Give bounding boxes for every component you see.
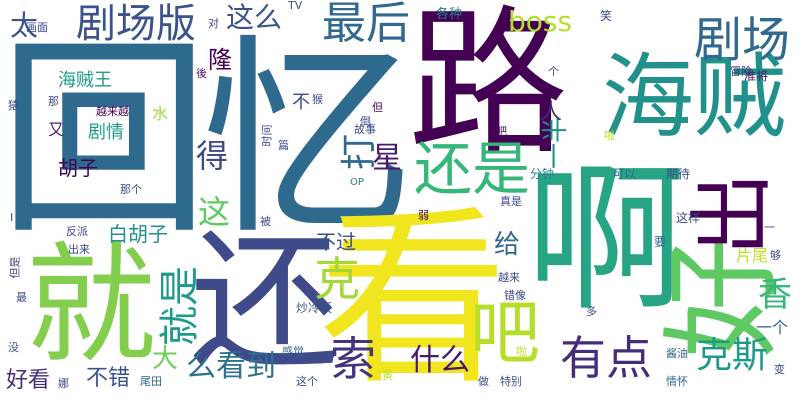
word-jiu: 就 — [26, 229, 157, 381]
word-yige: 一个 — [756, 318, 789, 337]
word-yao: 要 — [654, 235, 667, 249]
word-zhenshi: 真是 — [500, 195, 522, 208]
word-tebie: 特别 — [500, 375, 522, 388]
word-yuelai: 越来 — [498, 271, 520, 284]
word-zheme: 这么 — [226, 1, 283, 34]
word-cuoxiang: 错像 — [504, 289, 526, 302]
word-fanpai: 反派 — [66, 225, 88, 238]
word-pian: 篇 — [278, 139, 289, 152]
word-dao: 倒 — [360, 115, 371, 128]
word-kan: 看 — [318, 189, 509, 400]
word-bian: 变 — [774, 363, 785, 376]
word-bei: 被 — [260, 215, 271, 228]
word-maoxian: 冒险 — [730, 65, 752, 78]
word-long: 隆 — [208, 46, 232, 74]
word-yuelaiyue: 越来越 — [96, 105, 129, 118]
word-zuihou: 最后 — [322, 0, 410, 49]
word-i: I — [10, 211, 14, 224]
word-zhunjiang: 准将 — [744, 69, 769, 83]
word-yi: 一 — [764, 221, 775, 234]
word-lu: 路 — [408, 0, 569, 177]
word-dui: 对 — [208, 17, 219, 30]
word-youdian: 有点 — [560, 331, 652, 385]
word-shijian: 时间 — [260, 124, 274, 147]
word-huzi: 胡子 — [58, 156, 98, 180]
word-xiang: 香 — [758, 275, 792, 315]
word-weitian: 尾田 — [140, 375, 162, 388]
word-huamian: 画面 — [26, 21, 48, 34]
word-huiyi: 回忆 — [0, 16, 414, 263]
word-shui: 水 — [152, 104, 169, 123]
word-haizei: 海贼 — [602, 44, 787, 151]
word-shenme: 什么 — [410, 343, 470, 378]
word-mei: 没 — [8, 341, 19, 354]
word-na: 那 — [48, 95, 59, 108]
word-haokan: 好看 — [6, 368, 51, 393]
word-qinghuai: 情怀 — [666, 375, 688, 388]
word-yuan: 猿 — [8, 99, 19, 112]
word-duo: 多 — [586, 305, 597, 318]
word-kesi: 克斯 — [696, 335, 769, 376]
word-gushi: 故事 — [354, 123, 376, 136]
word-zui: 最 — [16, 291, 27, 304]
word-chu: 出 — [683, 171, 782, 257]
word-pianwei: 片尾 — [736, 246, 769, 265]
word-huang: 黄 — [382, 369, 393, 382]
word-gou: 够 — [770, 249, 781, 262]
word-juqing: 剧情 — [88, 122, 124, 143]
word-op: OP — [350, 177, 364, 188]
word-ba: 吧 — [470, 292, 540, 374]
word-de: 得 — [196, 137, 229, 175]
word-gezhong: 各种 — [436, 7, 463, 22]
word-huan: 还 — [190, 216, 341, 390]
word-qidai: 期待 — [666, 167, 691, 181]
word-hou2: 猴 — [312, 93, 323, 106]
word-danshi: 但是 — [8, 256, 22, 279]
word-ganjue: 感觉 — [282, 345, 304, 358]
word-buguo: 不过 — [316, 230, 356, 254]
word-you: 又 — [48, 120, 65, 139]
word-nuo: 娜 — [58, 377, 69, 390]
word-a: 啊 — [526, 146, 687, 333]
word-zhege: 这个 — [296, 375, 318, 388]
word-la: 啦 — [516, 345, 527, 358]
word-haizeiwang: 海贼王 — [58, 70, 112, 91]
word-mekandao: 么看到 — [186, 349, 276, 384]
word-ruo: 弱 — [418, 209, 429, 222]
word-jiushi: 就是 — [157, 266, 203, 346]
word-fenzhong: 分钟 — [530, 167, 555, 181]
word-zheyang: 这样 — [676, 211, 701, 225]
word-ren: 人 — [540, 100, 563, 125]
word-bucuo: 不错 — [86, 366, 131, 391]
word-haishi: 还是 — [414, 135, 531, 203]
word-ke: 克 — [314, 252, 360, 306]
word-chulai: 出来 — [68, 243, 90, 256]
word-zuo: 做 — [478, 375, 489, 388]
word-baihuzi: 白胡子 — [108, 222, 168, 246]
word-xing: 星 — [372, 141, 402, 176]
word-keyi: 可以 — [612, 167, 637, 181]
word-da-small: 大 — [152, 344, 179, 374]
word-la2: 啦 — [604, 129, 615, 142]
word-juchang: 剧场 — [694, 12, 791, 68]
word-ge: 个 — [548, 65, 559, 78]
word-ba2: 吧 — [496, 125, 507, 138]
word-boss: boss — [508, 5, 573, 38]
word-chaolengfan: 炒冷饭 — [296, 301, 333, 315]
word-bu: 不 — [292, 92, 310, 113]
word-suo: 索 — [330, 332, 376, 386]
word-gei: 给 — [494, 230, 521, 260]
word-tai: 太 — [10, 9, 39, 42]
word-juchangban: 剧场版 — [76, 1, 196, 47]
word-dan: 但 — [372, 101, 383, 114]
word-nage: 那个 — [120, 183, 142, 196]
word-xiao: 笑 — [600, 9, 613, 23]
word-jiangyou: 酱油 — [666, 347, 688, 360]
word-hou: 後 — [196, 67, 207, 80]
word-tv: TV — [288, 0, 303, 12]
word-zhe: 这 — [198, 193, 231, 231]
